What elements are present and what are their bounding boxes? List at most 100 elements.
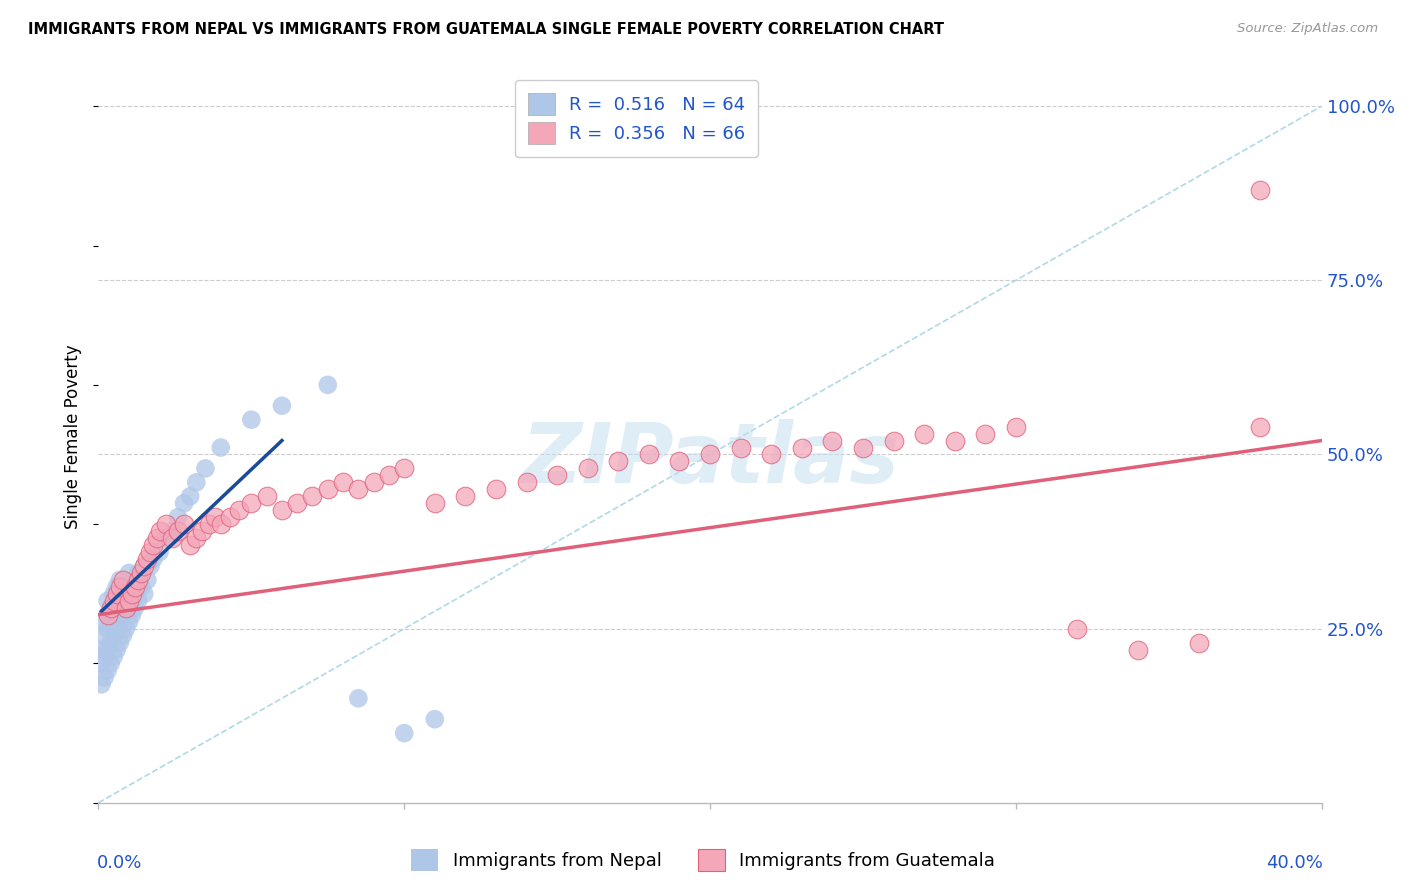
Point (90, 642, 112, 657)
Point (127, 594, 149, 608)
Point (97, 622, 120, 636)
Point (179, 538, 201, 552)
Point (93, 615, 115, 629)
Point (186, 475, 208, 490)
Point (363, 475, 385, 490)
Point (485, 483, 508, 497)
Point (100, 635, 122, 649)
Point (301, 489, 323, 503)
Point (105, 587, 128, 601)
Point (97, 642, 120, 657)
Point (1249, 183, 1271, 197)
Text: 40.0%: 40.0% (1265, 854, 1323, 872)
Point (730, 441, 752, 455)
Point (852, 441, 875, 455)
Point (103, 649, 125, 664)
Point (228, 503, 250, 517)
Point (912, 426, 935, 441)
Point (204, 510, 226, 524)
Point (90, 657, 112, 671)
Point (129, 580, 152, 594)
Point (191, 524, 214, 538)
Point (155, 531, 177, 545)
Point (270, 399, 292, 413)
Point (160, 531, 183, 545)
Point (1066, 622, 1088, 636)
Point (118, 615, 141, 629)
Point (139, 545, 162, 559)
Point (1188, 635, 1211, 649)
Point (668, 454, 690, 468)
Point (115, 600, 138, 615)
Point (97, 664, 120, 678)
Point (124, 573, 146, 587)
Point (118, 594, 141, 608)
Point (576, 461, 599, 475)
Point (97, 607, 120, 622)
Point (1128, 642, 1150, 657)
Text: 0.0%: 0.0% (97, 854, 142, 872)
Point (124, 580, 146, 594)
Point (129, 566, 152, 580)
Point (186, 531, 208, 545)
Point (108, 594, 131, 608)
Point (142, 538, 165, 552)
Point (149, 545, 172, 559)
Point (256, 489, 278, 503)
Point (637, 448, 661, 462)
Point (97, 607, 120, 622)
Point (821, 434, 844, 448)
Point (219, 510, 242, 524)
Point (118, 566, 141, 580)
Point (118, 594, 141, 608)
Point (97, 594, 120, 608)
Point (111, 607, 134, 622)
Legend: Immigrants from Nepal, Immigrants from Guatemala: Immigrants from Nepal, Immigrants from G… (404, 842, 1002, 879)
Point (136, 552, 159, 566)
Point (270, 503, 292, 517)
Point (160, 524, 183, 538)
Point (167, 524, 190, 538)
Point (121, 587, 143, 601)
Point (115, 622, 138, 636)
Point (316, 377, 339, 392)
Point (943, 434, 966, 448)
Point (134, 558, 156, 573)
Point (546, 468, 568, 483)
Point (108, 615, 131, 629)
Point (392, 461, 416, 475)
Point (115, 580, 138, 594)
Point (423, 712, 446, 726)
Point (423, 496, 446, 510)
Point (454, 489, 477, 503)
Text: Source: ZipAtlas.com: Source: ZipAtlas.com (1237, 22, 1378, 36)
Point (1004, 419, 1026, 434)
Point (142, 552, 165, 566)
Point (173, 496, 195, 510)
Point (127, 566, 149, 580)
Point (127, 573, 149, 587)
Point (111, 587, 134, 601)
Y-axis label: Single Female Poverty: Single Female Poverty (65, 345, 83, 529)
Point (167, 510, 190, 524)
Point (240, 496, 263, 510)
Point (121, 587, 143, 601)
Point (100, 600, 122, 615)
Point (378, 468, 401, 483)
Point (155, 517, 177, 532)
Point (149, 524, 172, 538)
Point (607, 454, 630, 468)
Point (105, 622, 128, 636)
Point (103, 629, 125, 643)
Point (111, 629, 134, 643)
Point (209, 517, 232, 532)
Point (209, 441, 232, 455)
Point (108, 635, 131, 649)
Point (145, 531, 167, 545)
Point (139, 558, 162, 573)
Point (179, 489, 201, 503)
Point (105, 642, 128, 657)
Point (90, 677, 112, 691)
Point (93, 629, 115, 643)
Point (100, 657, 122, 671)
